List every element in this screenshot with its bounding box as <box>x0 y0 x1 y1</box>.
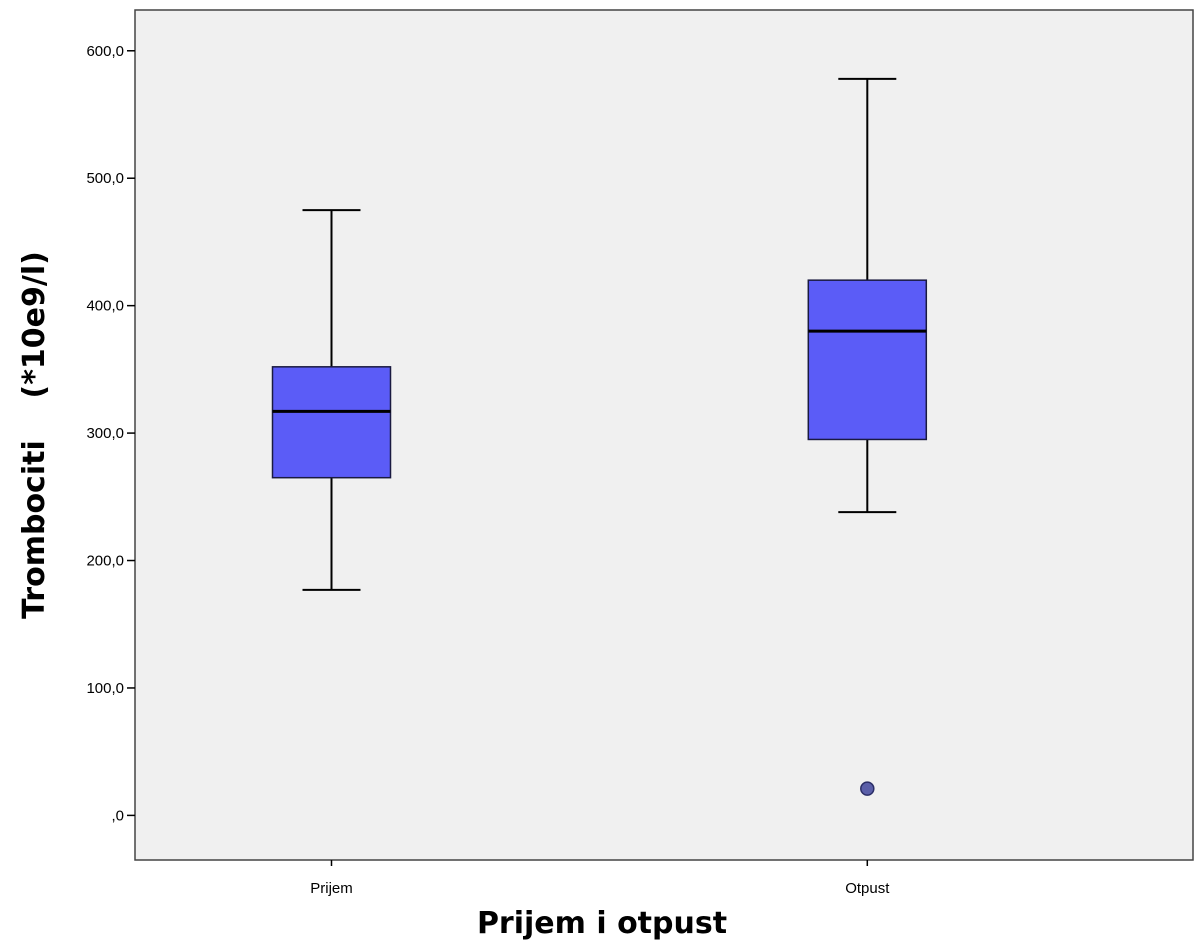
y-tick-label: 500,0 <box>86 170 124 187</box>
x-tick-label: Prijem <box>310 880 353 897</box>
boxes <box>271 77 928 796</box>
iqr-box <box>271 366 392 479</box>
box-otpust <box>807 77 928 796</box>
x-axis-title: Prijem i otpust <box>477 906 727 940</box>
box-prijem <box>271 209 392 591</box>
x-tick-label: Otpust <box>845 880 890 897</box>
iqr-box <box>807 279 928 441</box>
y-tick-label: 600,0 <box>86 43 124 60</box>
y-tick-label: 300,0 <box>86 425 124 442</box>
y-axis: ,0 100,0 200,0 300,0 400,0 500,0 600,0 <box>86 43 135 824</box>
y-tick-label: ,0 <box>111 807 124 824</box>
y-tick-label: 100,0 <box>86 680 124 697</box>
x-axis: Prijem Otpust <box>310 860 890 897</box>
outlier-point <box>860 781 875 796</box>
y-axis-title: Trombociti (*10e9/l) <box>17 251 52 619</box>
y-tick-label: 200,0 <box>86 553 124 570</box>
y-tick-label: 400,0 <box>86 298 124 315</box>
